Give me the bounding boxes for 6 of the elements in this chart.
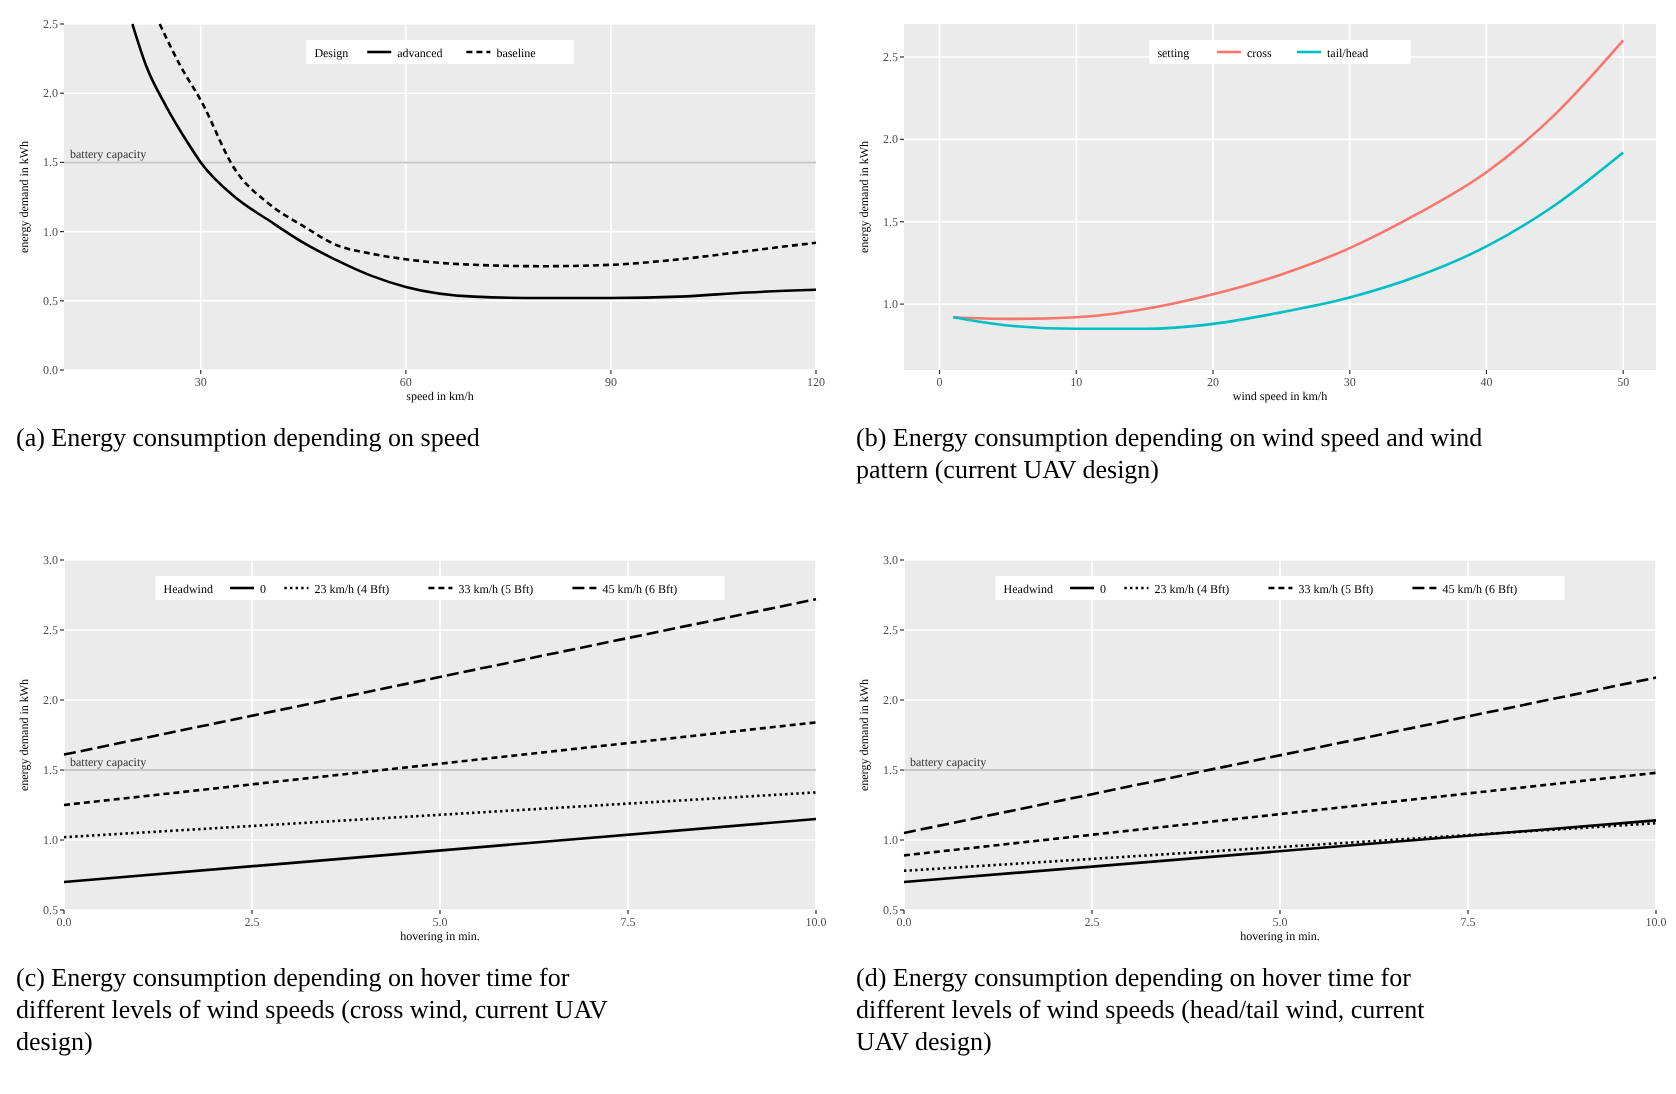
text: (d) Energy consumption depending on hover time for different levels of wind speeds (head/tail wind, current UAV design)	[856, 962, 1426, 1056]
text: (b) Energy consumption depending on wind speed and wind pattern (current UAV design)	[856, 422, 1484, 484]
line-series	[951, 39, 1625, 321]
text: (c) Energy consumption depending on hover time for different levels of wind speeds (cross wind, current UAV design)	[16, 962, 610, 1056]
text: (a) Energy consumption depending on speed	[16, 422, 481, 452]
line-series	[951, 151, 1625, 331]
